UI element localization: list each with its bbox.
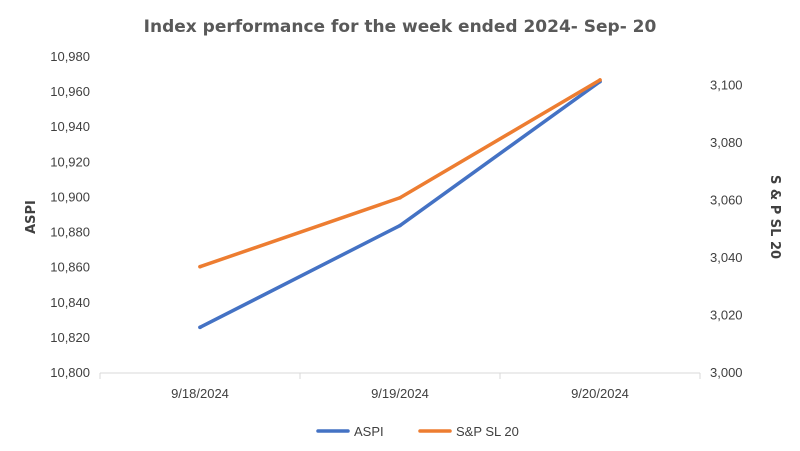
right-tick-label-3: 3,060: [710, 193, 743, 208]
series-0-point-0: [198, 325, 202, 330]
chart-title: Index performance for the week ended 202…: [144, 17, 657, 37]
right-tick-label-2: 3,040: [710, 250, 743, 265]
right-tick-label-5: 3,100: [710, 78, 743, 93]
series-1-point-2: [598, 78, 602, 82]
right-tick-label-1: 3,020: [710, 308, 743, 323]
legend: ASPI S&P SL 20: [316, 424, 519, 439]
series-lines: [198, 78, 602, 330]
x-tick-label-1: 9/19/2024: [371, 386, 429, 401]
left-tick-label-1: 10,820: [50, 330, 90, 345]
legend-label-0: ASPI: [354, 424, 384, 439]
series-1-point-1: [398, 195, 402, 200]
legend-label-1: S&P SL 20: [456, 424, 519, 439]
series-line-0: [198, 79, 602, 330]
left-axis-ticks: 10,800 10,820 10,840 10,860 10,880 10,900 10,9…: [50, 49, 90, 380]
right-axis-title: S & P SL 20: [767, 175, 782, 259]
series-line-1: [198, 78, 602, 269]
left-tick-label-6: 10,920: [50, 154, 90, 169]
left-tick-label-7: 10,940: [50, 119, 90, 134]
x-tick-label-0: 9/18/2024: [171, 386, 229, 401]
x-axis: 9/18/2024 9/19/2024 9/20/2024: [99, 372, 701, 401]
left-tick-label-3: 10,860: [50, 260, 90, 275]
left-tick-label-2: 10,840: [50, 295, 90, 310]
left-axis-title: ASPI: [24, 200, 39, 234]
x-tick-label-2: 9/20/2024: [571, 386, 629, 401]
series-1-point-0: [198, 264, 202, 269]
right-tick-label-0: 3,000: [710, 365, 743, 380]
right-axis-ticks: 3,000 3,020 3,040 3,060 3,080 3,100: [710, 78, 743, 380]
left-tick-label-8: 10,960: [50, 84, 90, 99]
left-tick-label-0: 10,800: [50, 365, 90, 380]
series-0-point-1: [398, 223, 402, 228]
left-tick-label-4: 10,880: [50, 225, 90, 240]
right-tick-label-4: 3,080: [710, 135, 743, 150]
left-tick-label-9: 10,980: [50, 49, 90, 64]
left-tick-label-5: 10,900: [50, 189, 90, 204]
